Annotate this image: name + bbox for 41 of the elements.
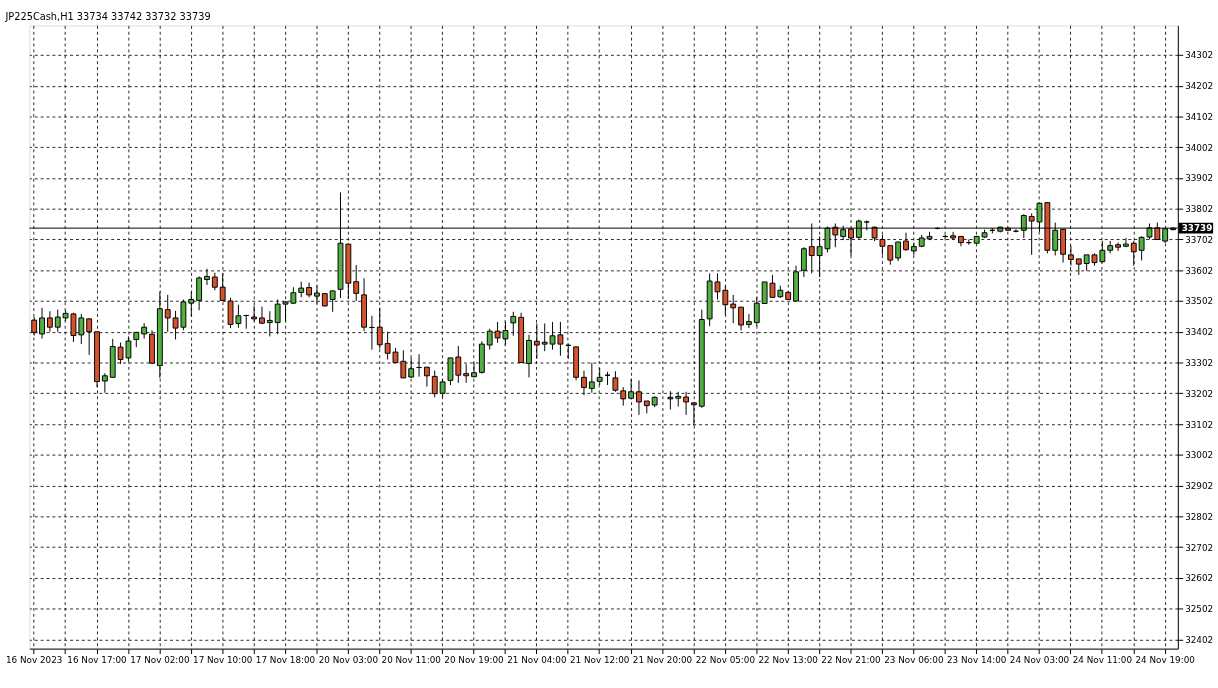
x-tick-label: 20 Nov 11:00 — [381, 654, 442, 665]
y-tick-label: 33702 — [1185, 234, 1214, 245]
y-tick-label: 32702 — [1185, 542, 1214, 553]
x-tick-label: 23 Nov 14:00 — [947, 654, 1007, 665]
y-tick-label: 34102 — [1185, 111, 1214, 122]
y-tick-label: 32502 — [1185, 604, 1214, 615]
chart-title: JP225Cash,H1 33734 33742 33732 33739 — [4, 10, 211, 22]
y-tick-label: 33402 — [1185, 327, 1214, 338]
x-tick-label: 17 Nov 10:00 — [193, 654, 253, 665]
y-tick-label: 33902 — [1185, 173, 1214, 184]
x-tick-label: 24 Nov 03:00 — [1009, 654, 1070, 665]
y-tick-label: 33302 — [1185, 357, 1214, 368]
y-tick-label: 33802 — [1185, 204, 1214, 215]
y-tick-label: 33002 — [1185, 450, 1214, 461]
y-tick-label: 34002 — [1185, 142, 1214, 153]
y-tick-label: 34202 — [1185, 81, 1214, 92]
y-tick-label: 33202 — [1185, 388, 1214, 399]
x-tick-label: 20 Nov 19:00 — [444, 654, 505, 665]
x-tick-label: 21 Nov 20:00 — [632, 654, 693, 665]
y-tick-label: 32602 — [1185, 573, 1214, 584]
x-tick-label: 20 Nov 03:00 — [318, 654, 379, 665]
x-tick-label: 24 Nov 19:00 — [1135, 654, 1196, 665]
y-tick-label: 33602 — [1185, 265, 1214, 276]
x-tick-label: 21 Nov 04:00 — [507, 654, 567, 665]
y-tick-label: 32802 — [1185, 511, 1214, 522]
x-tick-label: 24 Nov 11:00 — [1072, 654, 1133, 665]
x-tick-label: 21 Nov 12:00 — [570, 654, 630, 665]
y-tick-label: 34302 — [1185, 50, 1214, 61]
x-tick-label: 16 Nov 2023 — [6, 654, 63, 665]
x-tick-label: 17 Nov 02:00 — [130, 654, 190, 665]
x-tick-label: 17 Nov 18:00 — [255, 654, 316, 665]
y-tick-label: 32902 — [1185, 481, 1214, 492]
x-tick-label: 22 Nov 13:00 — [758, 654, 819, 665]
y-tick-label: 33102 — [1185, 419, 1214, 430]
y-tick-label: 33502 — [1185, 296, 1214, 307]
x-tick-label: 22 Nov 21:00 — [821, 654, 882, 665]
x-tick-label: 16 Nov 17:00 — [67, 654, 128, 665]
x-tick-label: 23 Nov 06:00 — [884, 654, 944, 665]
y-tick-label: 32402 — [1185, 634, 1214, 645]
x-tick-label: 22 Nov 05:00 — [695, 654, 756, 665]
ref-line-label: 33739 — [1181, 223, 1213, 234]
